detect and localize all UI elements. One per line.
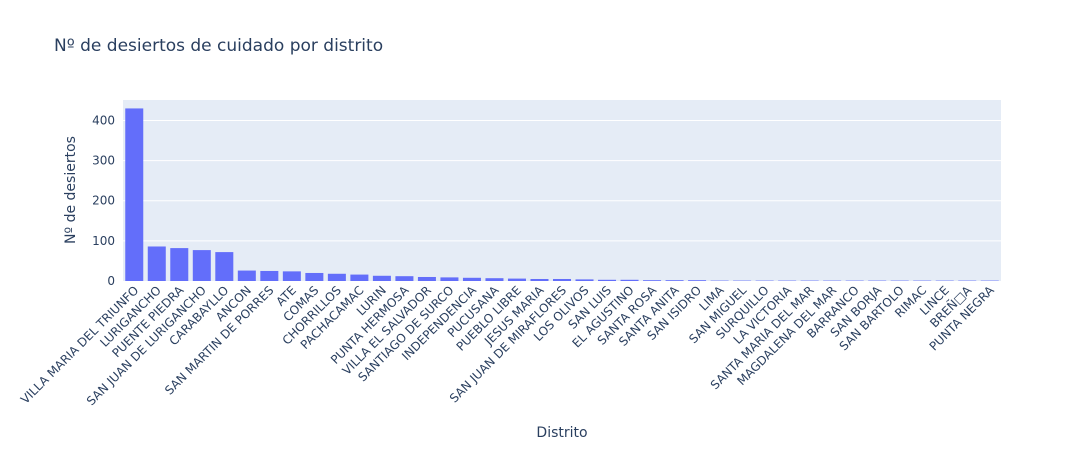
y-tick-label: 200: [92, 194, 115, 208]
bar[interactable]: [417, 276, 436, 281]
bar[interactable]: [350, 274, 369, 281]
bar[interactable]: [237, 270, 256, 281]
plot-area: [123, 100, 1001, 281]
bar[interactable]: [125, 108, 144, 281]
bar[interactable]: [215, 252, 234, 281]
bar[interactable]: [575, 279, 594, 281]
bar[interactable]: [192, 250, 211, 281]
bar[interactable]: [665, 280, 684, 281]
bar[interactable]: [170, 248, 189, 281]
bar[interactable]: [260, 270, 279, 281]
y-tick-label: 100: [92, 234, 115, 248]
bar[interactable]: [688, 280, 707, 281]
y-tick-label: 400: [92, 113, 115, 127]
bar[interactable]: [372, 275, 391, 281]
bars: [125, 108, 999, 281]
bar[interactable]: [305, 272, 324, 281]
x-axis-ticks: VILLA MARIA DEL TRIUNFOLURIGANCHOPUENTE …: [18, 282, 997, 408]
y-axis-ticks: 0 100 200 300 400: [92, 113, 115, 288]
bar[interactable]: [507, 278, 526, 281]
bar[interactable]: [395, 276, 414, 281]
gridlines: [123, 119, 1001, 242]
bar[interactable]: [147, 246, 166, 281]
bar[interactable]: [462, 277, 481, 281]
y-tick-label: 0: [107, 274, 115, 288]
bar[interactable]: [282, 271, 301, 281]
bar[interactable]: [620, 279, 639, 281]
bar[interactable]: [485, 278, 504, 281]
bar[interactable]: [598, 279, 617, 281]
bar[interactable]: [552, 278, 572, 281]
chart-title: Nº de desiertos de cuidado por distrito: [54, 36, 383, 56]
bar[interactable]: [530, 278, 549, 281]
y-axis-title: Nº de desiertos: [63, 136, 79, 244]
x-axis-title: Distrito: [536, 425, 587, 441]
y-tick-label: 300: [92, 154, 115, 168]
bar[interactable]: [643, 280, 662, 281]
bar[interactable]: [327, 273, 346, 281]
bar[interactable]: [440, 277, 459, 281]
